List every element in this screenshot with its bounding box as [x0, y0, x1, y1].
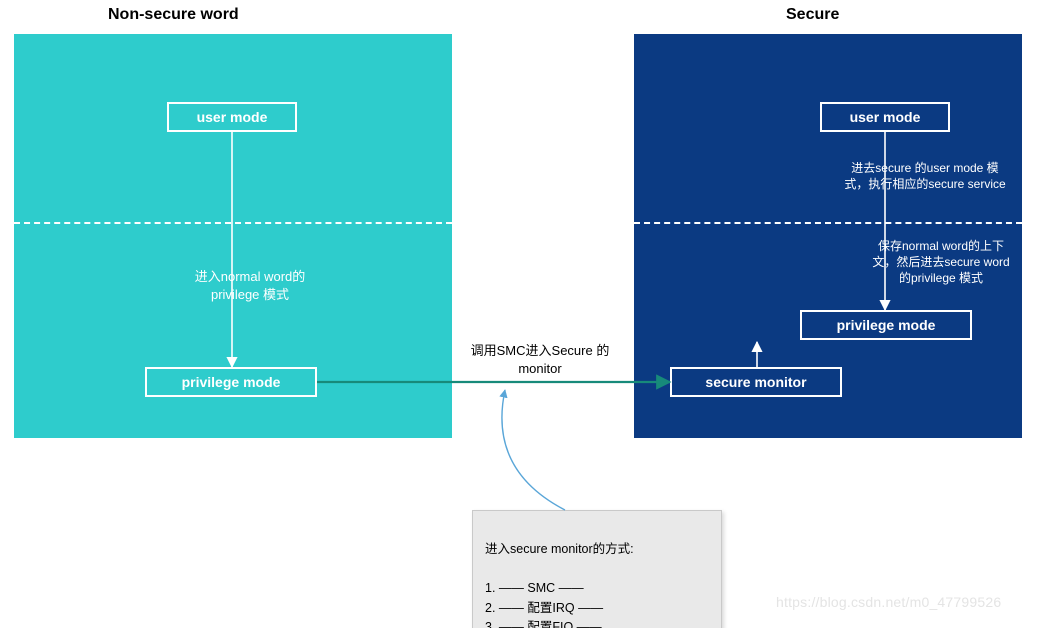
callout-curve — [502, 390, 565, 510]
heading-secure: Secure — [786, 6, 839, 24]
node-secure-monitor: secure monitor — [670, 367, 842, 397]
info-box-secure-monitor-entry: 进入secure monitor的方式: 1. —— SMC ——2. —— 配… — [472, 510, 722, 628]
watermark: https://blog.csdn.net/m0_47799526 — [776, 594, 1001, 610]
divider-nonsecure — [14, 222, 452, 224]
info-box-item: 2. —— 配置IRQ —— — [485, 599, 709, 618]
label-horizontal: 调用SMC进入Secure 的 monitor — [440, 342, 640, 377]
label-s-vertical-1: 进去secure 的user mode 模 式，执行相应的secure serv… — [820, 160, 1030, 192]
info-box-title: 进入secure monitor的方式: — [485, 540, 709, 559]
divider-secure — [634, 222, 1022, 224]
node-s-privilege-mode: privilege mode — [800, 310, 972, 340]
info-box-items: 1. —— SMC ——2. —— 配置IRQ ——3. —— 配置FIQ ——… — [485, 579, 709, 628]
heading-nonsecure: Non-secure word — [108, 6, 239, 24]
label-ns-vertical: 进入normal word的 privilege 模式 — [170, 268, 330, 303]
node-s-user-mode: user mode — [820, 102, 950, 132]
info-box-item: 3. —— 配置FIQ —— — [485, 618, 709, 628]
node-ns-user-mode: user mode — [167, 102, 297, 132]
info-box-item: 1. —— SMC —— — [485, 579, 709, 598]
node-ns-privilege-mode: privilege mode — [145, 367, 317, 397]
label-s-vertical-2: 保存normal word的上下 文，然后进去secure word 的priv… — [846, 238, 1036, 287]
